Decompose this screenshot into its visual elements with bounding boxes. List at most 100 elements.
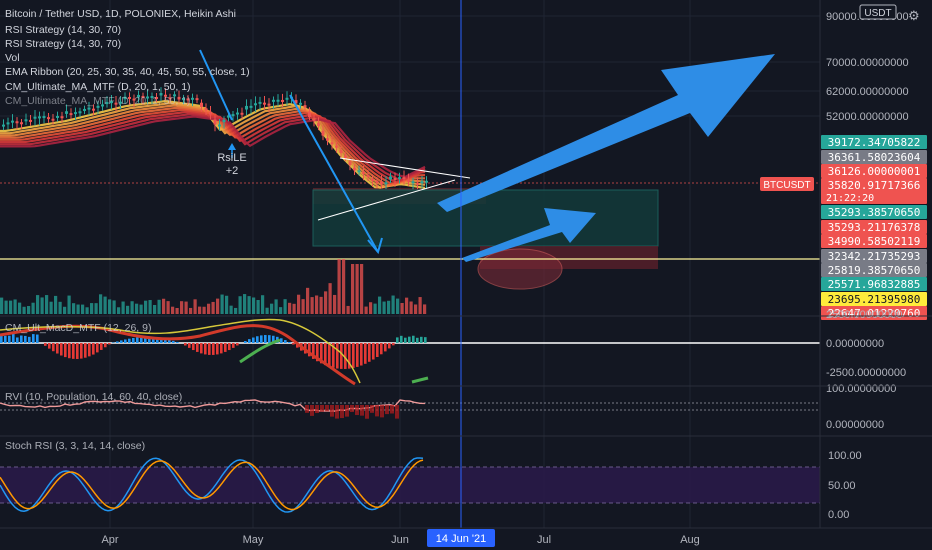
candle-body (402, 177, 406, 180)
settings-gear-icon[interactable]: ⚙ (908, 8, 920, 23)
candle-body (191, 97, 194, 100)
macd-axis-minus2500: -2500.00000000 (826, 367, 906, 379)
volume-bar (346, 305, 350, 314)
candle-body (119, 101, 122, 104)
rvi-bar (370, 405, 374, 413)
volume-bar (103, 296, 107, 314)
volume-bar (247, 296, 251, 314)
volume-bar (85, 307, 89, 314)
rvi-pane-title[interactable]: RVI (10, Population, 14, 60, 40, close) (5, 391, 182, 403)
candle-body (285, 97, 289, 100)
macd-bar (208, 343, 211, 355)
candle-body (218, 124, 221, 127)
candle-body (195, 98, 199, 101)
macd-bar (32, 334, 35, 343)
volume-bar (211, 301, 215, 314)
price-tag-label-1: 36361.58023604 (828, 151, 921, 164)
volume-bar (81, 304, 85, 314)
macd-bar (20, 335, 23, 343)
volume-bar (18, 302, 22, 314)
macd-bar (28, 336, 31, 343)
volume-bar (238, 296, 242, 314)
volume-bar (198, 306, 202, 314)
candle-body (42, 116, 46, 119)
stoch-axis-100: 100.00 (828, 450, 862, 462)
macd-bar (176, 341, 179, 343)
macd-bar (328, 343, 331, 367)
rvi-bar (305, 405, 309, 413)
indicator-vol[interactable]: Vol (5, 52, 20, 64)
price-label-52000: 52000.00000000 (826, 111, 909, 123)
macd-pane-title[interactable]: CM_Ult_MacD_MTF (12, 26, 9) (5, 322, 151, 334)
rvi-bar (395, 405, 399, 419)
macd-bar (228, 343, 231, 351)
rvi-bar (385, 405, 389, 415)
volume-bar (270, 303, 274, 314)
candle-body (168, 97, 172, 100)
candle-body (425, 180, 428, 183)
stoch-pane-title[interactable]: Stoch RSI (3, 3, 14, 14, close) (5, 440, 145, 452)
symbol-title[interactable]: Bitcoin / Tether USD, 1D, POLONIEX, Heik… (5, 8, 236, 20)
candle-body (366, 174, 370, 177)
candle-body (47, 117, 50, 120)
macd-bar (136, 337, 139, 343)
candle-body (227, 115, 230, 118)
macd-bar (292, 343, 295, 345)
rsile-label: RsiLE (217, 152, 246, 164)
macd-bar (44, 343, 47, 346)
rsile-value: +2 (226, 165, 239, 177)
macd-bar (24, 335, 27, 343)
macd-bar (48, 343, 51, 349)
volume-bar (130, 301, 134, 314)
volume-bar (292, 303, 296, 314)
macd-bar (156, 337, 159, 343)
macd-bar (4, 335, 7, 343)
volume-bar (400, 302, 404, 314)
macd-bar (376, 343, 379, 357)
macd-bar (312, 343, 315, 359)
volume-bar (40, 297, 44, 314)
volume-bar (171, 306, 175, 314)
volume-bar (252, 297, 256, 314)
macd-bar (340, 343, 343, 369)
volume-bar (180, 301, 184, 314)
candle-body (357, 170, 361, 173)
candle-body (74, 112, 77, 115)
indicator-cm-ultimate-ma-1[interactable]: CM_Ultimate_MA_MTF (D, 20, 1, 50, 1) (5, 81, 191, 93)
macd-bar (412, 335, 415, 343)
candle-body (335, 145, 338, 148)
macd-green-segment (239, 338, 281, 364)
indicator-rsi-strategy-1[interactable]: RSI Strategy (14, 30, 70) (5, 24, 121, 36)
volume-bar (315, 295, 319, 314)
macd-bar (348, 343, 351, 369)
volume-bar (54, 295, 58, 314)
candle-body (393, 178, 397, 181)
rvi-bar (320, 405, 324, 412)
macd-bar (352, 343, 355, 368)
volume-bar (9, 300, 13, 314)
candle-body (317, 123, 320, 126)
macd-bar (420, 336, 423, 343)
indicator-ema-ribbon[interactable]: EMA Ribbon (20, 25, 30, 35, 40, 45, 50, … (5, 66, 250, 78)
macd-bar (244, 341, 247, 343)
candle-body (321, 130, 325, 136)
currency-button[interactable] (859, 4, 897, 20)
macd-bar (372, 343, 375, 360)
candles (2, 87, 428, 190)
macd-bar (252, 337, 255, 343)
rvi-bar (310, 405, 314, 416)
candle-body (330, 142, 334, 145)
macd-bar (0, 334, 3, 343)
macd-bar (192, 343, 195, 351)
macd-bar (184, 343, 187, 346)
trend-line-2 (289, 94, 379, 253)
price-tag-label-0: 39172.34705822 (828, 136, 921, 149)
triangle-upper-line (339, 157, 471, 179)
indicator-rsi-strategy-2[interactable]: RSI Strategy (14, 30, 70) (5, 38, 121, 50)
volume-bar (112, 300, 116, 314)
price-tag-9 (821, 277, 927, 291)
volume-bar (0, 297, 4, 314)
indicator-cm-ultimate-ma-2[interactable]: CM_Ultimate_MA_MTF (D, 20, 1, 50, 1) (5, 95, 191, 107)
